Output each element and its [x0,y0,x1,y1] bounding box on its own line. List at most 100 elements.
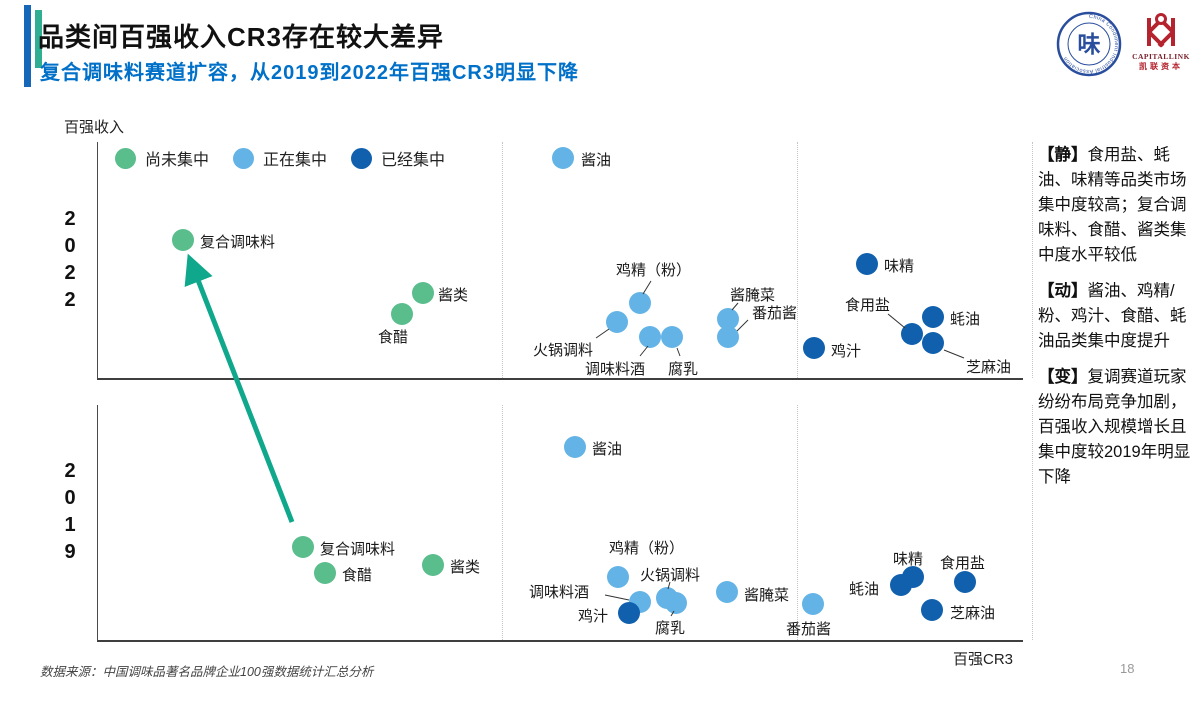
panel-divider [797,142,798,378]
data-point-番茄酱 [802,593,824,615]
legend-dot-icon [351,147,373,169]
data-point-味精 [856,253,878,275]
legend-item: 正在集中 [233,146,327,170]
capitallink-chinese-name: 凯联资本 [1139,62,1183,71]
data-point-食用盐 [954,571,976,593]
data-point-味精 [902,566,924,588]
data-point-label: 腐乳 [668,361,699,378]
capitallink-logo: CAPITALLINK 凯联资本 [1128,12,1194,78]
data-point-食用盐 [901,323,923,345]
page-title: 品类间百强收入CR3存在较大差异 [38,22,445,52]
data-point-酱类 [412,282,434,304]
data-point-鸡汁 [618,602,640,624]
commentary-text: 食用盐、蚝油、味精等品类市场集中度较高；复合调味料、食醋、酱类集中度水平较低 [1038,146,1187,264]
commentary-panel: 【静】食用盐、蚝油、味精等品类市场集中度较高；复合调味料、食醋、酱类集中度水平较… [1038,143,1198,501]
data-point-label: 酱类 [438,287,469,304]
accent-bar-green [35,10,42,68]
panel-2019 [97,405,1023,642]
panel-2022 [97,142,1023,380]
commentary-text: 酱油、鸡精/粉、鸡汁、食醋、蚝油品类集中度提升 [1038,282,1187,350]
commentary-paragraph: 【动】酱油、鸡精/粉、鸡汁、食醋、蚝油品类集中度提升 [1038,279,1198,354]
panel-divider [502,405,503,640]
data-point-label: 火锅调料 [533,342,594,359]
data-point-label: 食醋 [342,567,373,584]
data-point-label: 复合调味料 [200,234,276,251]
data-point-番茄酱 [717,326,739,348]
data-point-label: 芝麻油 [966,359,1012,376]
data-point-label: 食醋 [378,329,409,346]
commentary-tag: 【静】 [1038,146,1088,164]
data-point-label: 酱腌菜 [730,287,776,304]
data-point-label: 调味料酒 [585,361,646,378]
data-point-label: 复合调味料 [320,541,396,558]
legend-label: 已经集中 [381,152,446,169]
source-note: 数据来源：中国调味品著名品牌企业100强数据统计汇总分析 [40,665,374,679]
data-point-酱油 [564,436,586,458]
data-point-label: 鸡汁 [578,608,609,625]
association-seal-icon: China Condiment Industrial Association 味 [1056,11,1122,77]
data-point-label: 蚝油 [950,311,981,328]
data-point-label: 食用盐 [845,297,891,314]
data-point-label: 番茄酱 [752,305,798,322]
data-point-label: 酱油 [592,441,623,458]
data-point-label: 食用盐 [940,555,986,572]
data-point-酱类 [422,554,444,576]
data-point-酱腌菜 [717,308,739,330]
legend-dot-icon [115,147,136,169]
association-logo: China Condiment Industrial Association 味 [1056,11,1122,77]
data-point-label: 鸡汁 [831,343,862,360]
data-point-label: 味精 [893,551,924,568]
data-point-复合调味料 [172,229,194,251]
page-subtitle: 复合调味料赛道扩容，从2019到2022年百强CR3明显下降 [40,62,579,84]
data-point-复合调味料 [292,536,314,558]
data-point-label: 调味料酒 [529,584,590,601]
data-point-label: 芝麻油 [950,605,996,622]
data-point-酱腌菜 [716,581,738,603]
data-point-label: 鸡精（粉） [609,540,685,557]
commentary-paragraph: 【静】食用盐、蚝油、味精等品类市场集中度较高；复合调味料、食醋、酱类集中度水平较… [1038,143,1198,268]
data-point-食醋 [391,303,413,325]
data-point-鸡精（粉） [629,292,651,314]
data-point-腐乳 [661,326,683,348]
data-point-鸡精（粉） [607,566,629,588]
data-point-食醋 [314,562,336,584]
year-label-2019: 2019 [59,460,81,568]
legend-dot-icon [233,147,255,169]
legend-label: 正在集中 [263,152,328,169]
legend-item: 已经集中 [351,146,445,170]
legend-label: 尚未集中 [145,152,210,169]
data-point-label: 番茄酱 [786,621,832,638]
data-point-芝麻油 [922,332,944,354]
data-point-调味料酒 [639,326,661,348]
data-point-label: 蚝油 [849,581,880,598]
capitallink-mark-icon [1147,13,1175,48]
data-point-label: 酱腌菜 [744,587,790,604]
data-point-芝麻油 [921,599,943,621]
data-point-label: 酱类 [450,559,481,576]
panel-divider [797,405,798,640]
commentary-text: 复调赛道玩家纷纷布局竞争加剧，百强收入规模增长且集中度较2019年明显下降 [1038,368,1191,486]
page-number: 18 [1120,661,1135,676]
data-point-蚝油 [922,306,944,328]
x-axis-title: 百强CR3 [953,651,1014,668]
data-point-label: 鸡精（粉） [616,262,692,279]
capitallink-wordmark: CAPITALLINK [1132,52,1190,61]
data-point-label: 酱油 [581,152,612,169]
data-point-腐乳 [665,592,687,614]
data-point-label: 味精 [884,258,915,275]
data-point-酱油 [552,147,574,169]
panel-divider [1032,142,1033,378]
commentary-tag: 【变】 [1038,368,1088,386]
y-axis-title: 百强收入 [64,119,125,136]
chart-legend: 尚未集中 正在集中 已经集中 [115,146,445,170]
year-label-2022: 2022 [59,208,81,316]
data-point-label: 腐乳 [655,620,686,637]
commentary-paragraph: 【变】复调赛道玩家纷纷布局竞争加剧，百强收入规模增长且集中度较2019年明显下降 [1038,365,1198,490]
legend-item: 尚未集中 [115,146,209,170]
association-center-glyph: 味 [1078,31,1101,57]
data-point-鸡汁 [803,337,825,359]
commentary-tag: 【动】 [1038,282,1088,300]
data-point-label: 火锅调料 [640,567,701,584]
panel-divider [502,142,503,378]
